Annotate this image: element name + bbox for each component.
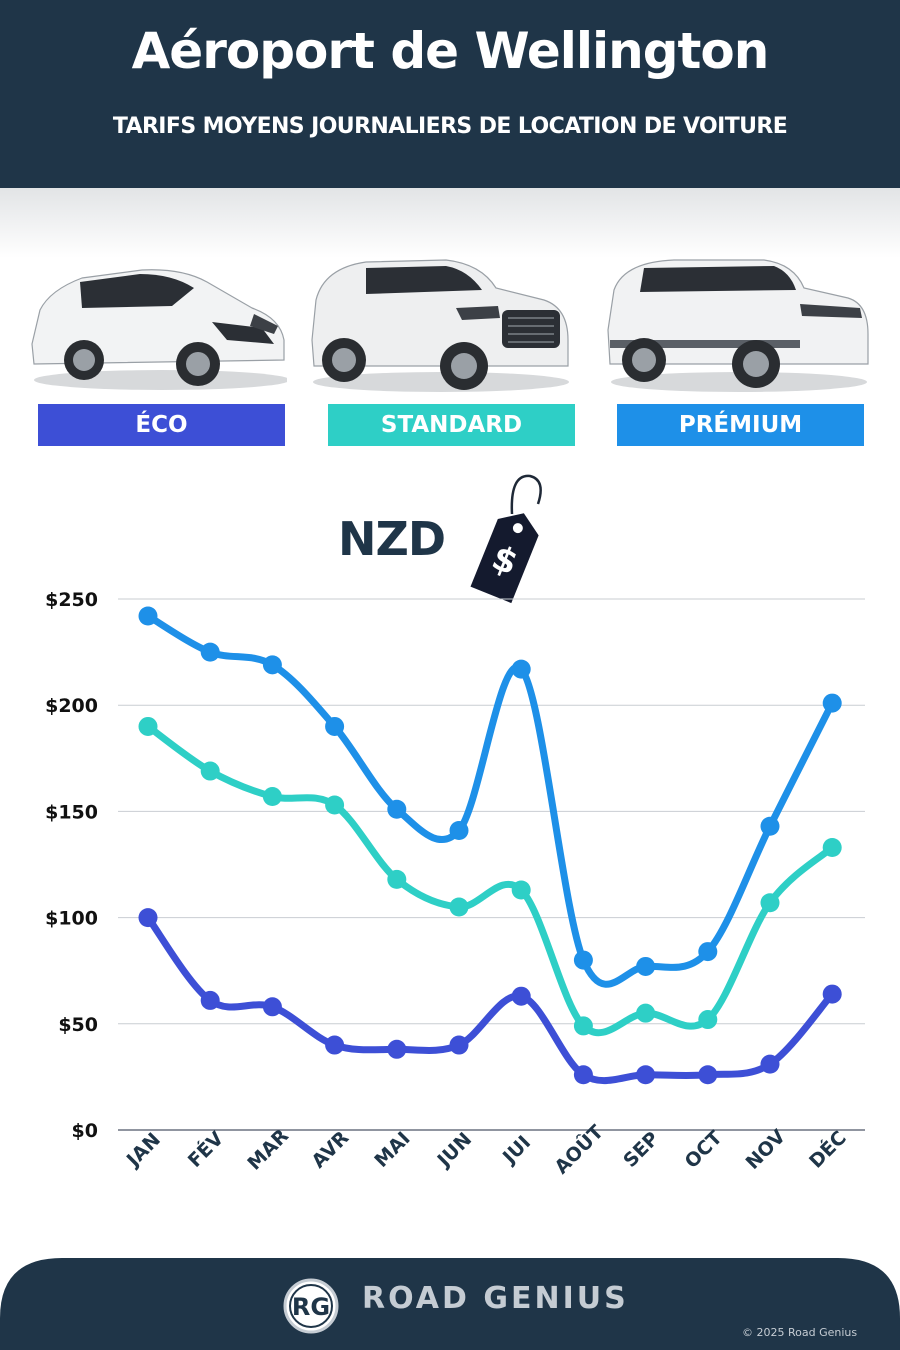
- data-point: [698, 1010, 718, 1030]
- y-tick-label: $100: [45, 908, 98, 930]
- premium-car-image: [607, 259, 869, 392]
- data-point: [636, 1003, 656, 1023]
- series-line: [144, 722, 836, 1037]
- data-point: [760, 1054, 780, 1074]
- category-label-premium: PRÉMIUM: [617, 404, 864, 446]
- data-point: [325, 795, 345, 815]
- data-point: [138, 908, 158, 928]
- data-point: [511, 880, 531, 900]
- data-point: [200, 761, 220, 781]
- eco-car-image: [31, 269, 287, 390]
- data-point: [449, 1035, 469, 1055]
- data-point: [760, 816, 780, 836]
- data-point: [449, 897, 469, 917]
- data-point: [573, 1065, 593, 1085]
- category-label-eco: ÉCO: [38, 404, 285, 446]
- x-tick-label: DÉC: [804, 1126, 850, 1172]
- standard-car-image: [311, 259, 569, 392]
- data-point: [636, 956, 656, 976]
- data-point: [822, 838, 842, 858]
- data-point: [573, 1016, 593, 1036]
- data-point: [387, 869, 407, 889]
- page-title: Aéroport de Wellington: [131, 22, 770, 80]
- data-point: [636, 1065, 656, 1085]
- x-tick-label: OCT: [681, 1127, 727, 1173]
- category-label-standard: STANDARD: [328, 404, 575, 446]
- data-point: [822, 693, 842, 713]
- data-point: [325, 716, 345, 736]
- page-subtitle: TARIFS MOYENS JOURNALIERS DE LOCATION DE…: [112, 114, 788, 139]
- y-tick-label: $200: [45, 695, 98, 717]
- data-point: [262, 787, 282, 807]
- data-point: [698, 942, 718, 962]
- header-banner: Aéroport de Wellington TARIFS MOYENS JOU…: [0, 0, 900, 188]
- header-shadow: [0, 188, 900, 258]
- x-tick-label: MAR: [243, 1125, 293, 1175]
- data-point: [387, 799, 407, 819]
- data-point: [262, 655, 282, 675]
- data-point: [325, 1035, 345, 1055]
- data-point: [138, 606, 158, 626]
- x-tick-label: MAI: [370, 1128, 414, 1172]
- y-tick-label: $50: [58, 1014, 98, 1036]
- road-genius-logo-icon: RG: [283, 1278, 339, 1334]
- x-tick-label: JUN: [432, 1128, 476, 1172]
- data-point: [200, 642, 220, 662]
- x-tick-label: NOV: [742, 1125, 790, 1173]
- data-point: [200, 990, 220, 1010]
- data-point: [262, 997, 282, 1017]
- x-tick-label: JAN: [121, 1129, 165, 1173]
- series-line: [144, 612, 836, 988]
- y-tick-label: $0: [72, 1120, 98, 1142]
- data-point: [449, 821, 469, 841]
- footer-bar: [0, 1258, 900, 1350]
- brand-name: ROAD GENIUS: [362, 1281, 629, 1316]
- data-point: [511, 659, 531, 679]
- rate-line-chart: $0 $50 $100 $150 $200 $250 JAN FÉV MAR AVR MAI JUN J…: [45, 589, 865, 1179]
- data-point: [511, 986, 531, 1006]
- data-point: [760, 893, 780, 913]
- data-point: [387, 1039, 407, 1059]
- logo-text: RG: [292, 1293, 330, 1321]
- price-tag-icon: $: [470, 474, 542, 604]
- x-tick-label: SEP: [619, 1128, 663, 1172]
- x-tick-label: JUI: [497, 1132, 535, 1170]
- currency-label: NZD: [338, 512, 446, 566]
- data-point: [138, 716, 158, 736]
- y-tick-label: $250: [45, 589, 98, 611]
- y-tick-label: $150: [45, 801, 98, 823]
- x-tick-label: FÉV: [183, 1127, 228, 1172]
- data-point: [698, 1065, 718, 1085]
- data-point: [573, 950, 593, 970]
- series-line: [144, 914, 836, 1085]
- copyright: © 2025 Road Genius: [742, 1326, 858, 1339]
- data-point: [822, 984, 842, 1004]
- x-tick-label: AOÛT: [549, 1120, 608, 1179]
- x-tick-label: AVR: [307, 1127, 353, 1173]
